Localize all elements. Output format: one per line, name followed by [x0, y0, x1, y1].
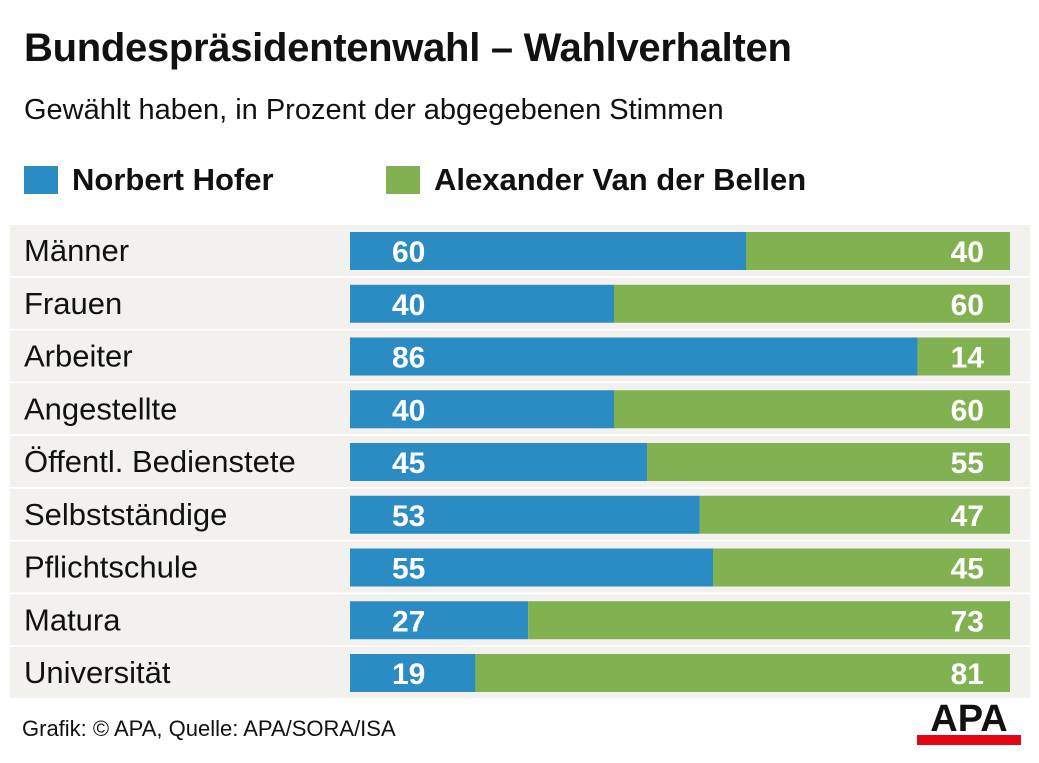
category-label: Arbeiter [24, 339, 133, 374]
bar-segment [614, 284, 1010, 323]
bar-segment [713, 548, 1010, 587]
category-label: Pflichtschule [24, 550, 198, 585]
value-label: 40 [392, 394, 425, 427]
category-label: Universität [24, 655, 171, 690]
value-label: 40 [392, 289, 425, 322]
bar-segment [350, 495, 700, 534]
value-label: 81 [951, 658, 984, 691]
value-label: 60 [951, 289, 984, 322]
value-label: 14 [951, 342, 985, 375]
apa-logo: APA [917, 700, 1021, 745]
legend-item-hofer: Norbert Hofer [24, 162, 274, 198]
bar-segment [350, 548, 713, 587]
legend-swatch-hofer [24, 166, 58, 194]
category-label: Öffentl. Bedienstete [24, 444, 296, 479]
legend-swatch-van-der-bellen [386, 166, 420, 194]
chart-title: Bundespräsidentenwahl – Wahlverhalten [24, 26, 792, 70]
category-label: Angestellte [24, 391, 177, 426]
bar-segment [350, 232, 746, 270]
category-label: Männer [24, 233, 129, 268]
bar-segment [746, 232, 1010, 270]
category-label: Selbstständige [24, 497, 227, 532]
value-label: 27 [392, 605, 425, 638]
value-label: 73 [951, 605, 984, 638]
source-credit: Grafik: © APA, Quelle: APA/SORA/ISA [22, 716, 396, 741]
bar-segment [350, 337, 918, 376]
bar-segment [350, 443, 647, 481]
legend-label-hofer: Norbert Hofer [72, 162, 274, 197]
value-label: 19 [392, 658, 425, 691]
legend-label-van-der-bellen: Alexander Van der Bellen [434, 162, 807, 197]
category-label: Frauen [24, 286, 122, 321]
bar-segment [917, 337, 1010, 376]
value-label: 60 [951, 394, 984, 427]
value-label: 40 [951, 236, 984, 269]
bar-segment [475, 654, 1010, 692]
apa-logo-text: APA [930, 700, 1007, 740]
value-label: 60 [392, 236, 425, 269]
value-label: 53 [392, 500, 425, 533]
value-label: 45 [951, 553, 984, 586]
bar-segment [350, 284, 614, 323]
bar-segment [350, 654, 476, 692]
legend-item-van-der-bellen: Alexander Van der Bellen [386, 162, 806, 198]
bar-segment [528, 601, 1010, 640]
bar-segment [647, 443, 1010, 481]
bar-segment [614, 390, 1010, 429]
value-label: 45 [392, 447, 425, 480]
chart-subtitle: Gewählt haben, in Prozent der abgegebene… [24, 94, 724, 126]
value-label: 86 [392, 342, 425, 375]
value-label: 55 [951, 447, 984, 480]
bar-segment [350, 390, 614, 429]
apa-logo-bar [917, 735, 1021, 745]
value-label: 55 [392, 553, 425, 586]
bar-segment [699, 495, 1010, 534]
value-label: 47 [951, 500, 984, 533]
category-label: Matura [24, 602, 121, 637]
bar-segment [350, 601, 529, 640]
